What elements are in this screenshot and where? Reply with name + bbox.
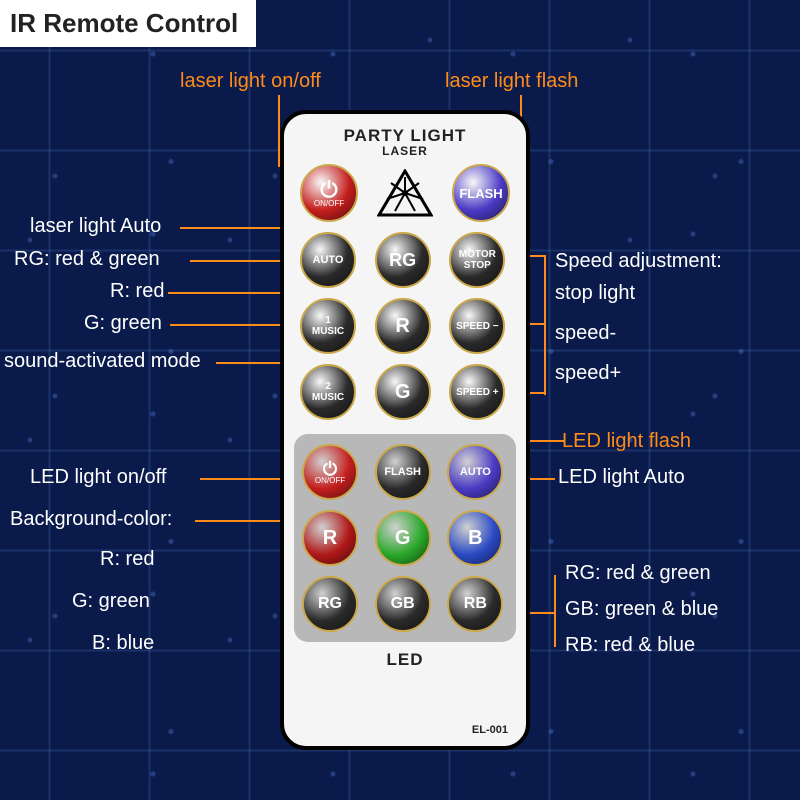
led-r-button[interactable]: R xyxy=(302,510,358,566)
callout-combo-rb: RB: red & blue xyxy=(565,634,695,657)
callout-g: G: green xyxy=(84,312,162,335)
leader xyxy=(554,575,556,647)
callout-led-auto: LED light Auto xyxy=(558,466,685,489)
motor-label: MOTOR xyxy=(459,249,496,260)
callout-bg-r: R: red xyxy=(100,548,154,571)
speed-plus-button[interactable]: SPEED + xyxy=(449,364,505,420)
remote-header: PARTY LIGHT LASER xyxy=(344,126,467,158)
callout-speed-header: Speed adjustment: xyxy=(555,250,722,273)
callout-sound: sound-activated mode xyxy=(4,350,201,373)
speed-minus-label: SPEED − xyxy=(456,321,499,332)
led-flash-label: FLASH xyxy=(384,466,421,478)
led-auto-label: AUTO xyxy=(460,466,491,478)
remote-title-2: LASER xyxy=(344,144,467,158)
music1-sup: 1 xyxy=(325,315,331,326)
led-rb-button[interactable]: RB xyxy=(447,576,503,632)
led-panel: ⏻ON/OFF FLASH AUTO R G B RG GB RB xyxy=(294,434,516,642)
callout-led-onoff: LED light on/off xyxy=(30,466,166,489)
callout-speed-minus: speed- xyxy=(555,322,616,345)
callout-combo-rg: RG: red & green xyxy=(565,562,711,585)
flash-button[interactable]: FLASH xyxy=(452,164,510,222)
led-rg-button[interactable]: RG xyxy=(302,576,358,632)
auto-label: AUTO xyxy=(313,254,344,266)
callout-speed-plus: speed+ xyxy=(555,362,621,385)
led-onoff-button[interactable]: ⏻ON/OFF xyxy=(302,444,358,500)
callout-bgcolor: Background-color: xyxy=(10,508,172,531)
r-button[interactable]: R xyxy=(375,298,431,354)
callout-bg-b: B: blue xyxy=(92,632,154,655)
callout-rg: RG: red & green xyxy=(14,248,160,271)
music1-button[interactable]: 1MUSIC xyxy=(300,298,356,354)
music2-button[interactable]: 2MUSIC xyxy=(300,364,356,420)
music1-label: MUSIC xyxy=(312,326,344,337)
motor-stop-button[interactable]: MOTORSTOP xyxy=(449,232,505,288)
stop-label: STOP xyxy=(464,260,491,271)
callout-led-flash: LED light flash xyxy=(562,430,691,453)
callout-laser-onoff: laser light on/off xyxy=(180,70,321,93)
leader xyxy=(544,255,546,395)
led-flash-button[interactable]: FLASH xyxy=(375,444,431,500)
laser-onoff-button[interactable]: ⏻ ON/OFF xyxy=(300,164,358,222)
music2-sup: 2 xyxy=(325,381,331,392)
power-icon: ⏻ xyxy=(320,179,337,201)
speed-minus-button[interactable]: SPEED − xyxy=(449,298,505,354)
led-onoff-label: ON/OFF xyxy=(315,476,345,485)
music2-label: MUSIC xyxy=(312,392,344,403)
remote-body: PARTY LIGHT LASER ⏻ ON/OFF FLASH AUTO RG… xyxy=(280,110,530,750)
led-gb-label: GB xyxy=(391,595,415,613)
callout-bg-g: G: green xyxy=(72,590,150,613)
g-label: G xyxy=(395,381,411,404)
led-g-button[interactable]: G xyxy=(375,510,431,566)
callout-laser-flash: laser light flash xyxy=(445,70,578,93)
page-title: IR Remote Control xyxy=(0,0,256,47)
callout-r: R: red xyxy=(110,280,164,303)
callout-speed-stop: stop light xyxy=(555,282,635,305)
led-r-label: R xyxy=(323,527,337,550)
onoff-label: ON/OFF xyxy=(314,199,344,208)
led-section-label: LED xyxy=(387,650,424,670)
rg-button[interactable]: RG xyxy=(375,232,431,288)
led-gb-button[interactable]: GB xyxy=(375,576,431,632)
led-auto-button[interactable]: AUTO xyxy=(447,444,503,500)
led-b-label: B xyxy=(468,527,482,550)
led-b-button[interactable]: B xyxy=(447,510,503,566)
flash-label: FLASH xyxy=(459,186,502,201)
led-g-label: G xyxy=(395,527,411,550)
laser-warning-icon xyxy=(377,169,433,217)
auto-button[interactable]: AUTO xyxy=(300,232,356,288)
model-label: EL-001 xyxy=(472,724,508,736)
remote-title-1: PARTY LIGHT xyxy=(344,126,467,146)
r-label: R xyxy=(395,315,409,338)
callout-combo-gb: GB: green & blue xyxy=(565,598,718,621)
led-rb-label: RB xyxy=(464,595,487,613)
speed-plus-label: SPEED + xyxy=(456,387,499,398)
rg-label: RG xyxy=(389,250,416,271)
callout-laser-auto: laser light Auto xyxy=(30,215,161,238)
g-button[interactable]: G xyxy=(375,364,431,420)
led-rg-label: RG xyxy=(318,595,342,613)
